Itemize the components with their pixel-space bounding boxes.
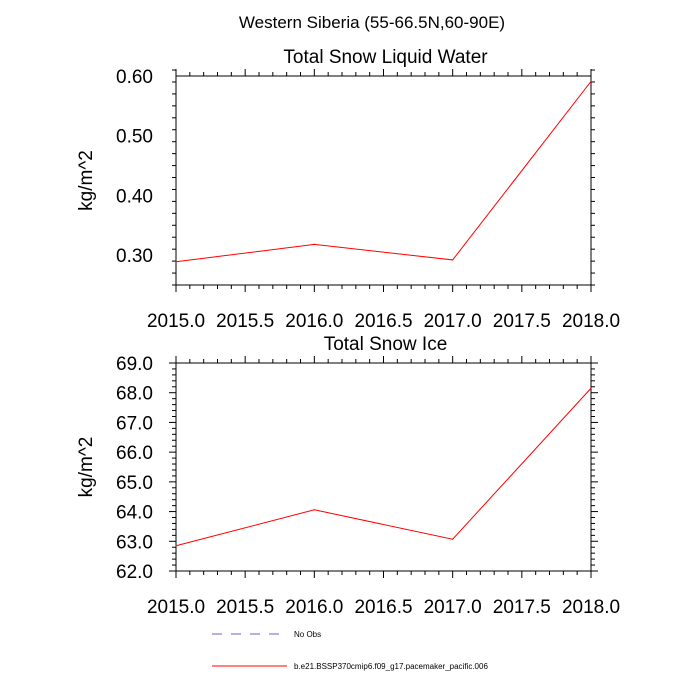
- y-tick-label: 64.0: [116, 503, 153, 524]
- x-axis-ticks: [175, 356, 592, 578]
- data-point: [175, 545, 177, 547]
- data-point: [590, 387, 592, 389]
- panel-title: Total Snow Liquid Water: [283, 47, 488, 68]
- data-point: [452, 259, 454, 261]
- x-tick-label: 2015.5: [216, 311, 274, 332]
- x-tick-label: 2016.5: [354, 311, 412, 332]
- y-tick-label: 66.0: [116, 443, 153, 464]
- y-axis-label: kg/m^2: [76, 437, 97, 498]
- y-tick-label: 0.40: [116, 186, 153, 207]
- y-tick-label: 67.0: [116, 413, 153, 434]
- y-tick-label: 63.0: [116, 532, 153, 553]
- plot-frame: [175, 362, 592, 572]
- data-point: [590, 80, 592, 82]
- legend-label: No Obs: [294, 630, 321, 639]
- x-tick-label: 2016.0: [285, 311, 343, 332]
- legend: No Obs b.e21.BSSP370cmip6.f09_g17.pacemak…: [212, 630, 488, 671]
- y-tick-label: 0.50: [116, 127, 153, 148]
- data-point: [313, 243, 315, 245]
- x-tick-label: 2018.0: [562, 597, 620, 618]
- y-axis-ticks: [169, 362, 598, 572]
- x-tick-label: 2015.5: [216, 597, 274, 618]
- y-tick-label: 62.0: [116, 562, 153, 583]
- y-axis-ticks: [172, 69, 595, 286]
- x-axis-ticks: [175, 69, 592, 292]
- x-tick-label: 2015.0: [147, 311, 205, 332]
- figure-title: Western Siberia (55-66.5N,60-90E): [239, 13, 505, 32]
- data-point: [175, 261, 177, 263]
- x-tick-label: 2017.0: [424, 597, 482, 618]
- series-line-1: [175, 387, 592, 547]
- x-tick-label: 2016.5: [354, 597, 412, 618]
- panel-2: Total Snow Ice kg/m^2 2015.0 2015.5 2016.0 20…: [76, 334, 620, 618]
- data-point: [452, 538, 454, 540]
- data-point: [313, 509, 315, 511]
- legend-item-2: b.e21.BSSP370cmip6.f09_g17.pacemaker_pac…: [212, 662, 488, 671]
- x-tick-label: 2015.0: [147, 597, 205, 618]
- panel-title: Total Snow Ice: [324, 334, 448, 355]
- y-tick-label: 0.30: [116, 246, 153, 267]
- x-tick-label: 2017.5: [493, 597, 551, 618]
- y-tick-label: 0.60: [116, 67, 153, 88]
- series-line-1: [175, 81, 592, 263]
- y-tick-label: 69.0: [116, 354, 153, 375]
- x-tick-label: 2016.0: [285, 597, 343, 618]
- panels: Total Snow Liquid Water kg/m^2 2015.0 2015.…: [76, 47, 620, 618]
- y-axis-label: kg/m^2: [76, 150, 97, 211]
- legend-label: b.e21.BSSP370cmip6.f09_g17.pacemaker_pac…: [294, 662, 488, 671]
- x-tick-label: 2018.0: [562, 311, 620, 332]
- y-tick-label: 65.0: [116, 473, 153, 494]
- x-tick-label: 2017.5: [493, 311, 551, 332]
- x-tick-label: 2017.0: [424, 311, 482, 332]
- panel-1: Total Snow Liquid Water kg/m^2 2015.0 2015.…: [76, 47, 620, 332]
- legend-item-1: No Obs: [212, 630, 321, 639]
- y-tick-label: 68.0: [116, 384, 153, 405]
